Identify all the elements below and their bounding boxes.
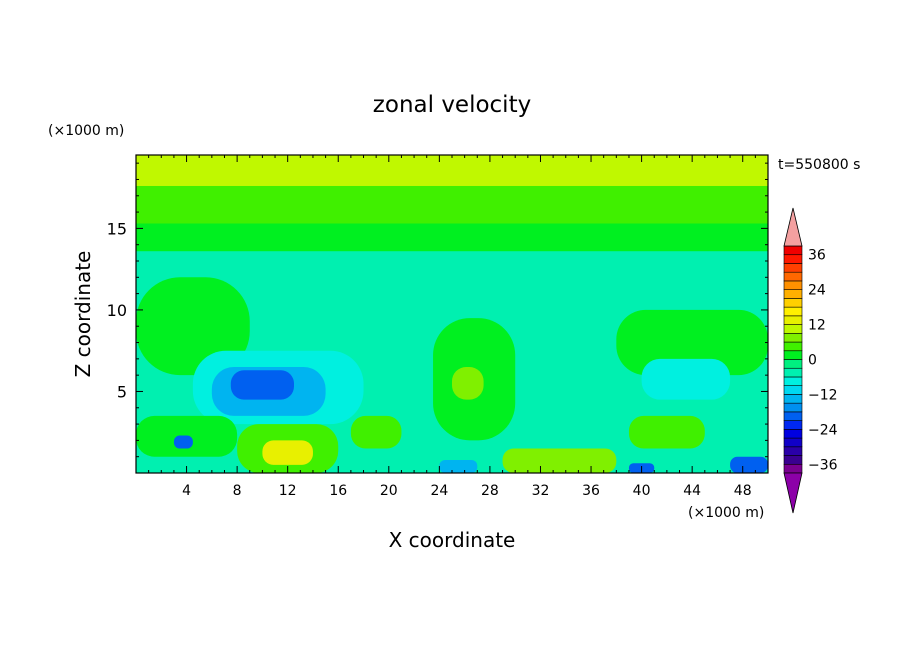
x-axis: 4 8 12 16 20 24 28 32 36 40 44 48 <box>148 155 756 499</box>
x-tick-label: 24 <box>430 483 448 499</box>
colorbar-swatch <box>783 367 803 378</box>
colorbar-swatch <box>783 341 803 352</box>
colorbar: 36 24 12 0 −12 −24 −36 <box>783 207 838 514</box>
colorbar-swatch <box>783 254 803 264</box>
colorbar-swatch <box>783 402 803 413</box>
colorbar-swatch <box>783 420 803 430</box>
x-tick-label: 4 <box>182 483 191 499</box>
colorbar-under-arrow <box>783 472 803 514</box>
velocity-field <box>136 155 768 473</box>
y-axis: 5 10 15 <box>107 162 768 458</box>
colorbar-swatch <box>783 306 803 317</box>
y-tick-label: 15 <box>107 219 127 238</box>
time-label: t=550800 s <box>778 157 860 173</box>
colorbar-swatch <box>783 429 803 439</box>
y-tick-label: 10 <box>107 301 127 320</box>
x-tick-label: 12 <box>279 483 297 499</box>
field-region <box>262 440 313 465</box>
x-tick-label: 28 <box>481 483 499 499</box>
colorbar-swatch <box>783 263 803 273</box>
field-region <box>616 309 768 376</box>
colorbar-swatch <box>783 324 803 334</box>
field-region <box>439 459 478 473</box>
colorbar-tick-label: 24 <box>808 283 826 299</box>
colorbar-swatch <box>783 411 803 421</box>
colorbar-swatch <box>783 245 803 256</box>
colorbar-swatch <box>783 359 803 369</box>
x-tick-label: 44 <box>683 483 701 499</box>
x-tick-label: 48 <box>734 483 752 499</box>
x-tick-label: 16 <box>329 483 347 499</box>
colorbar-swatch <box>783 315 803 325</box>
x-unit-label: (×1000 m) <box>688 505 764 521</box>
field-region <box>350 415 402 449</box>
y-tick-label: 5 <box>117 382 127 401</box>
colorbar-swatch <box>783 446 803 456</box>
colorbar-swatch <box>783 350 803 360</box>
field-region <box>452 367 484 400</box>
colorbar-tick-label: −24 <box>808 422 838 438</box>
y-unit-label: (×1000 m) <box>48 123 124 139</box>
field-region <box>502 448 617 473</box>
colorbar-tick-label: −12 <box>808 387 838 403</box>
colorbar-tick-label: 12 <box>808 318 826 334</box>
x-tick-label: 40 <box>633 483 651 499</box>
colorbar-swatch <box>783 385 803 395</box>
field-region <box>173 435 193 449</box>
colorbar-tick-label: 36 <box>808 248 826 264</box>
chart-title: zonal velocity <box>373 92 531 118</box>
colorbar-tick-label: −36 <box>808 457 838 473</box>
x-tick-label: 36 <box>582 483 600 499</box>
colorbar-swatch <box>783 437 803 448</box>
colorbar-swatch <box>783 455 803 465</box>
field-region <box>628 415 705 449</box>
field-region <box>230 370 294 400</box>
colorbar-swatch <box>783 280 803 290</box>
field-region <box>136 277 250 376</box>
colorbar-over-arrow <box>783 207 803 247</box>
colorbar-tick-label: 0 <box>808 353 817 369</box>
field-region <box>641 358 731 400</box>
x-tick-label: 20 <box>380 483 398 499</box>
field-region <box>730 456 768 473</box>
colorbar-swatch <box>783 333 803 343</box>
x-tick-label: 8 <box>233 483 242 499</box>
x-tick-label: 32 <box>532 483 550 499</box>
field-region <box>136 155 768 188</box>
x-axis-label: X coordinate <box>389 528 516 552</box>
colorbar-swatch <box>783 289 803 299</box>
field-region <box>136 185 768 226</box>
colorbar-swatch <box>783 271 803 282</box>
colorbar-swatch <box>783 298 803 308</box>
colorbar-swatch <box>783 394 803 404</box>
colorbar-swatch <box>783 463 803 474</box>
y-axis-label: Z coordinate <box>71 251 95 378</box>
field-region <box>136 223 768 253</box>
colorbar-swatch <box>783 376 803 386</box>
